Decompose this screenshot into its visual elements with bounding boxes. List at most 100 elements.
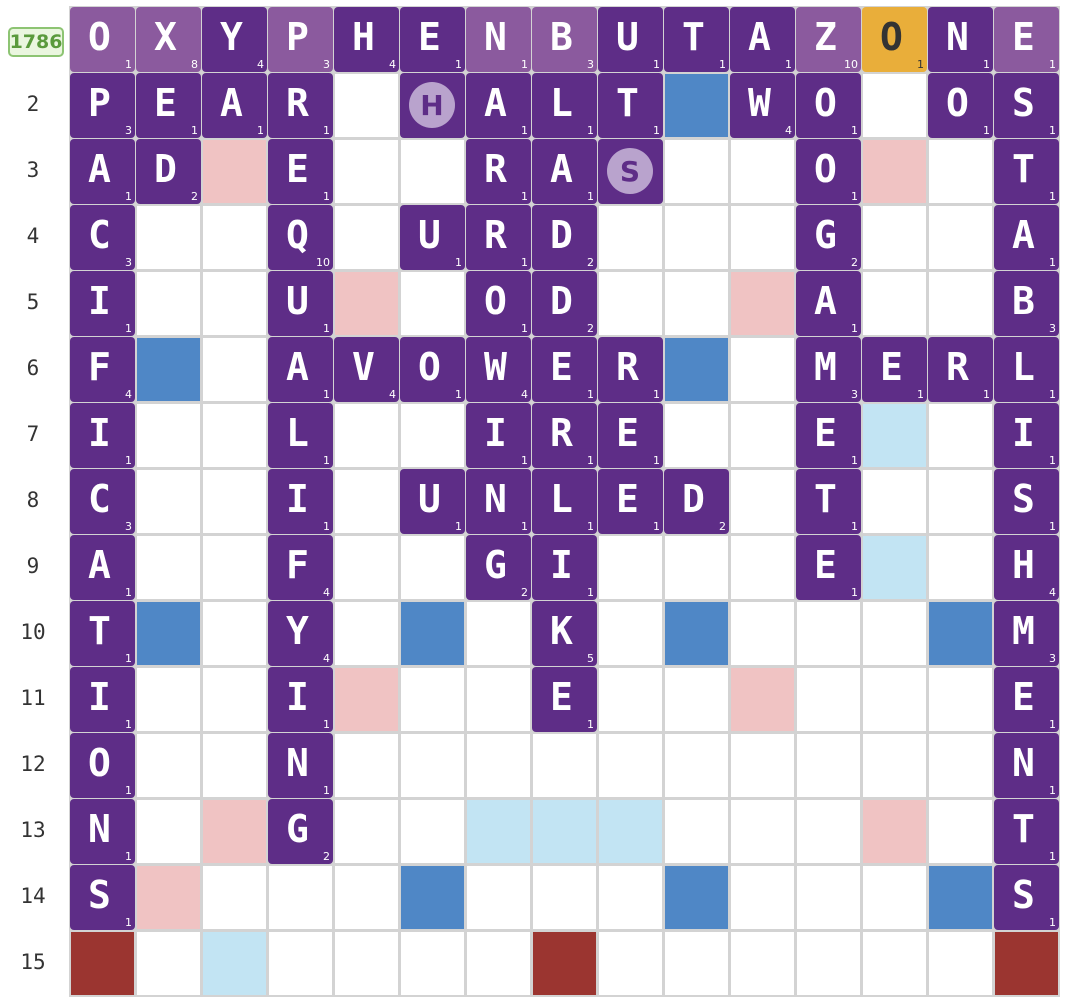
board-square[interactable] — [731, 602, 794, 665]
board-square[interactable] — [665, 272, 728, 335]
board-square[interactable] — [335, 602, 398, 665]
board-square[interactable] — [137, 932, 200, 995]
double-letter-square[interactable] — [203, 932, 266, 995]
board-square[interactable] — [335, 866, 398, 929]
board-square[interactable] — [929, 932, 992, 995]
board-square[interactable] — [467, 932, 530, 995]
board-square[interactable] — [137, 734, 200, 797]
double-letter-square[interactable] — [533, 800, 596, 863]
board-square[interactable] — [929, 668, 992, 731]
board-square[interactable] — [401, 800, 464, 863]
board-square[interactable] — [599, 536, 662, 599]
board-square[interactable] — [269, 866, 332, 929]
board-square[interactable] — [203, 602, 266, 665]
board-square[interactable] — [599, 206, 662, 269]
board-square[interactable] — [665, 734, 728, 797]
double-letter-square[interactable] — [599, 800, 662, 863]
triple-letter-square[interactable] — [665, 866, 728, 929]
board-square[interactable] — [137, 206, 200, 269]
board-square[interactable] — [863, 206, 926, 269]
board-square[interactable] — [467, 668, 530, 731]
board-square[interactable] — [203, 470, 266, 533]
double-word-square[interactable] — [863, 800, 926, 863]
blank-tile[interactable]: S — [598, 139, 663, 204]
board-square[interactable] — [863, 602, 926, 665]
double-word-square[interactable] — [203, 140, 266, 203]
board-square[interactable] — [137, 800, 200, 863]
board-square[interactable] — [335, 404, 398, 467]
double-word-square[interactable] — [335, 272, 398, 335]
board-square[interactable] — [533, 734, 596, 797]
board-square[interactable] — [929, 272, 992, 335]
double-word-square[interactable] — [203, 800, 266, 863]
board-square[interactable] — [599, 734, 662, 797]
board-square[interactable] — [863, 272, 926, 335]
double-word-square[interactable] — [335, 668, 398, 731]
board-square[interactable] — [599, 932, 662, 995]
board-square[interactable] — [665, 932, 728, 995]
board-square[interactable] — [203, 734, 266, 797]
board-square[interactable] — [929, 800, 992, 863]
triple-letter-square[interactable] — [665, 74, 728, 137]
board-square[interactable] — [137, 668, 200, 731]
board-square[interactable] — [467, 866, 530, 929]
board-square[interactable] — [401, 932, 464, 995]
board-square[interactable] — [731, 800, 794, 863]
board-square[interactable] — [731, 734, 794, 797]
triple-letter-square[interactable] — [401, 602, 464, 665]
triple-letter-square[interactable] — [665, 602, 728, 665]
board-square[interactable] — [467, 602, 530, 665]
board-square[interactable] — [203, 206, 266, 269]
board-square[interactable] — [335, 74, 398, 137]
board-square[interactable] — [863, 932, 926, 995]
letter-tile[interactable]: Q 10 — [268, 205, 333, 270]
double-letter-square[interactable] — [467, 800, 530, 863]
board-square[interactable] — [863, 866, 926, 929]
board-square[interactable] — [863, 668, 926, 731]
double-word-square[interactable] — [731, 272, 794, 335]
triple-letter-square[interactable] — [137, 338, 200, 401]
board-square[interactable] — [401, 404, 464, 467]
board-square[interactable] — [731, 470, 794, 533]
